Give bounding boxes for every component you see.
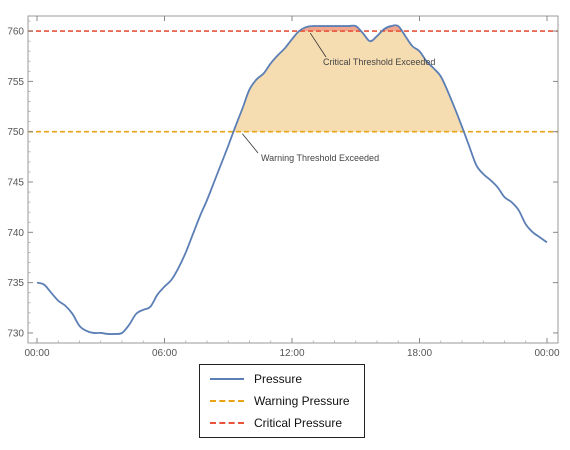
critical-fill-0 xyxy=(299,26,361,32)
plot-frame xyxy=(27,15,559,344)
x-tick-label-1: 06:00 xyxy=(152,348,177,359)
axis-ticks: 730 735 740 745 750 755 760 00:00 06:00 12:00 18:0… xyxy=(7,16,560,359)
warning-fill-0 xyxy=(233,26,464,132)
x-tick-label-3: 18:00 xyxy=(407,348,432,359)
legend-label-critical: Critical Pressure xyxy=(254,416,343,430)
legend-label-pressure: Pressure xyxy=(254,372,303,386)
y-tick-label-0: 730 xyxy=(7,328,24,339)
warning-annotation-leader xyxy=(242,133,259,154)
x-tick-label-4: 00:00 xyxy=(534,348,559,359)
plot-border xyxy=(27,15,559,344)
critical-annotation-label: Critical Threshold Exceeded xyxy=(323,57,435,67)
legend-swatch-pressure xyxy=(210,378,244,380)
critical-annotation-leader xyxy=(309,32,327,58)
legend: Pressure Warning Pressure Critical Press… xyxy=(199,364,365,438)
y-tick-label-3: 745 xyxy=(7,178,24,189)
warning-annotation-label: Warning Threshold Exceeded xyxy=(261,153,379,163)
x-tick-label-0: 00:00 xyxy=(24,348,49,359)
reference-lines xyxy=(28,30,558,133)
series-layer xyxy=(36,24,548,335)
annotations: Critical Threshold Exceeded Warning Thres… xyxy=(242,32,435,163)
pressure-line xyxy=(36,24,548,335)
y-tick-label-1: 735 xyxy=(7,278,24,289)
y-tick-label-4: 750 xyxy=(7,127,24,138)
y-tick-label-5: 755 xyxy=(7,77,24,88)
threshold-fills xyxy=(233,26,464,132)
y-tick-label-6: 760 xyxy=(7,27,24,38)
x-tick-label-2: 12:00 xyxy=(279,348,304,359)
legend-label-warning: Warning Pressure xyxy=(254,394,350,408)
legend-item-warning: Warning Pressure xyxy=(210,391,350,411)
legend-item-critical: Critical Pressure xyxy=(210,413,342,433)
y-tick-label-2: 740 xyxy=(7,228,24,239)
legend-swatch-warning xyxy=(210,400,244,402)
critical-fill-1 xyxy=(382,26,402,32)
legend-item-pressure: Pressure xyxy=(210,369,302,389)
legend-swatch-critical xyxy=(210,422,244,424)
